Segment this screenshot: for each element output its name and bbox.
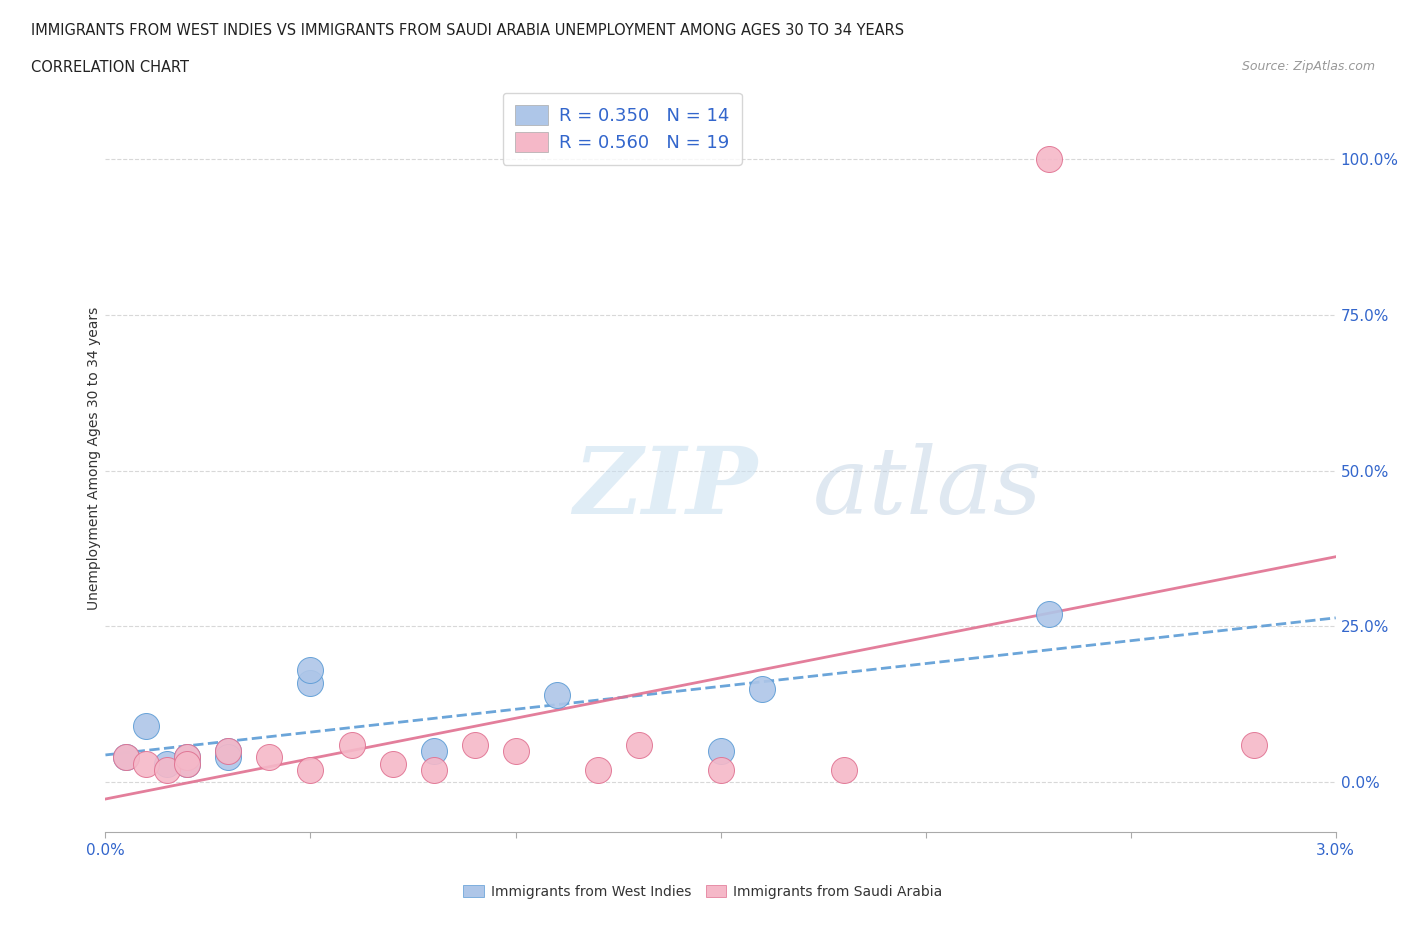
Point — [115, 750, 138, 764]
Point — [176, 756, 198, 771]
Point — [176, 750, 198, 764]
Point — [115, 750, 138, 764]
Point — [546, 687, 568, 702]
Point — [1038, 151, 1060, 166]
Point — [156, 756, 179, 771]
Point — [627, 737, 650, 752]
Point — [299, 675, 322, 690]
Text: atlas: atlas — [813, 443, 1042, 533]
Point — [259, 750, 281, 764]
Point — [1038, 606, 1060, 621]
Point — [710, 763, 733, 777]
Point — [505, 744, 527, 759]
Text: Source: ZipAtlas.com: Source: ZipAtlas.com — [1241, 60, 1375, 73]
Y-axis label: Unemployment Among Ages 30 to 34 years: Unemployment Among Ages 30 to 34 years — [87, 306, 101, 610]
Point — [381, 756, 404, 771]
Point — [218, 744, 240, 759]
Point — [135, 719, 157, 734]
Point — [340, 737, 363, 752]
Text: ZIP: ZIP — [574, 443, 758, 533]
Point — [299, 763, 322, 777]
Point — [156, 763, 179, 777]
Legend: R = 0.350   N = 14, R = 0.560   N = 19: R = 0.350 N = 14, R = 0.560 N = 19 — [503, 93, 741, 165]
Point — [135, 756, 157, 771]
Point — [176, 756, 198, 771]
Point — [176, 750, 198, 764]
Point — [218, 744, 240, 759]
Text: IMMIGRANTS FROM WEST INDIES VS IMMIGRANTS FROM SAUDI ARABIA UNEMPLOYMENT AMONG A: IMMIGRANTS FROM WEST INDIES VS IMMIGRANT… — [31, 23, 904, 38]
Point — [1243, 737, 1265, 752]
Point — [218, 750, 240, 764]
Point — [586, 763, 609, 777]
Point — [299, 663, 322, 678]
Point — [710, 744, 733, 759]
Point — [422, 763, 444, 777]
Point — [751, 682, 773, 697]
Point — [832, 763, 855, 777]
Text: CORRELATION CHART: CORRELATION CHART — [31, 60, 188, 75]
Point — [464, 737, 486, 752]
Point — [422, 744, 444, 759]
Legend: Immigrants from West Indies, Immigrants from Saudi Arabia: Immigrants from West Indies, Immigrants … — [458, 880, 948, 905]
